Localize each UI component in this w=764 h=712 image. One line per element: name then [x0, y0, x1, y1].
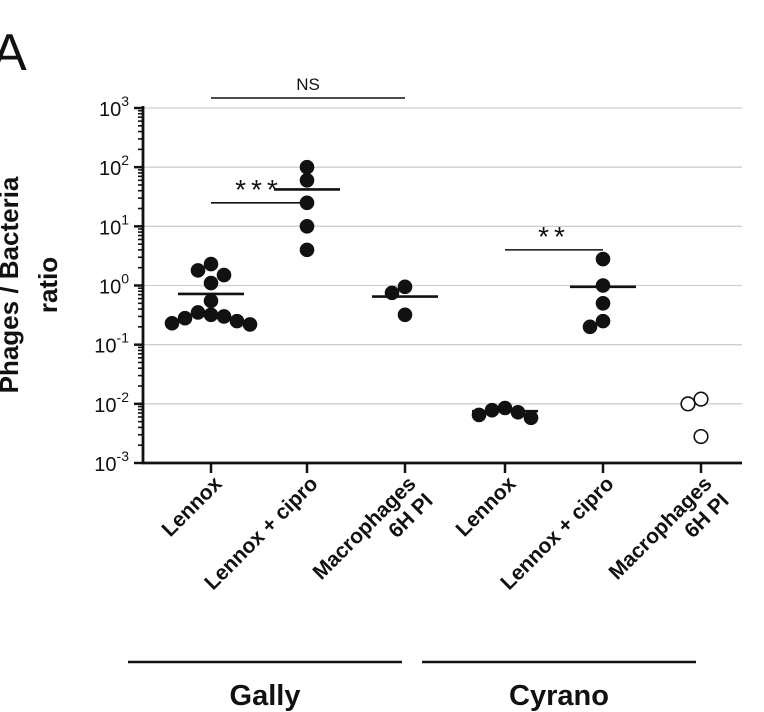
category-label: Macrophages6H PI	[605, 472, 734, 601]
data-point	[203, 275, 219, 291]
data-point	[164, 315, 180, 331]
data-point	[595, 278, 611, 293]
data-point	[595, 313, 611, 329]
panel-letter: A	[0, 24, 27, 82]
data-point	[190, 305, 206, 320]
group-label: Cyrano	[509, 680, 609, 712]
y-tick-label: 10-2	[94, 389, 129, 417]
y-axis-title-line2: ratio	[33, 257, 63, 313]
data-point	[177, 310, 193, 326]
data-point	[216, 309, 232, 324]
data-point	[299, 172, 315, 188]
data-point	[203, 293, 219, 309]
y-tick-label: 10-3	[94, 448, 129, 476]
significance-label: ***	[235, 174, 283, 205]
data-point	[523, 410, 539, 426]
group-labels: Gally Cyrano	[128, 660, 696, 712]
gridlines	[143, 107, 742, 405]
y-tick-label: 100	[99, 271, 129, 299]
data-point	[299, 242, 315, 258]
data-point	[203, 256, 219, 272]
data-point	[497, 400, 513, 416]
y-tick-label: 103	[99, 93, 129, 121]
data-point	[203, 307, 219, 323]
data-points	[164, 159, 709, 445]
data-point	[680, 396, 696, 412]
data-point	[397, 279, 413, 295]
significance-annotations: *** NS **	[211, 75, 603, 252]
category-label: Lennox	[157, 472, 226, 541]
significance-label: NS	[296, 75, 320, 94]
data-point	[229, 313, 245, 329]
category-label: Macrophages6H PI	[309, 472, 438, 601]
data-point	[693, 428, 709, 445]
data-point	[582, 319, 598, 335]
data-point	[595, 296, 611, 311]
y-tick-label: 101	[99, 211, 129, 239]
y-tick-label: 10-1	[94, 330, 129, 358]
data-point	[299, 159, 315, 175]
data-point	[242, 317, 258, 332]
data-point	[397, 307, 413, 323]
data-point	[216, 267, 232, 283]
y-axis: 103 102 101 100 10-1 10-2 10-3	[94, 93, 742, 476]
data-point	[299, 219, 315, 234]
data-point	[190, 263, 206, 278]
data-point	[595, 251, 611, 267]
y-axis-title-line1: Phages / Bacteria	[0, 176, 24, 393]
data-point	[299, 195, 315, 211]
significance-label: **	[538, 221, 570, 252]
mean-lines	[178, 188, 636, 413]
data-point	[693, 391, 709, 407]
category-label: Lennox	[451, 472, 520, 541]
group-label: Gally	[230, 680, 301, 712]
y-tick-label: 102	[99, 152, 129, 180]
